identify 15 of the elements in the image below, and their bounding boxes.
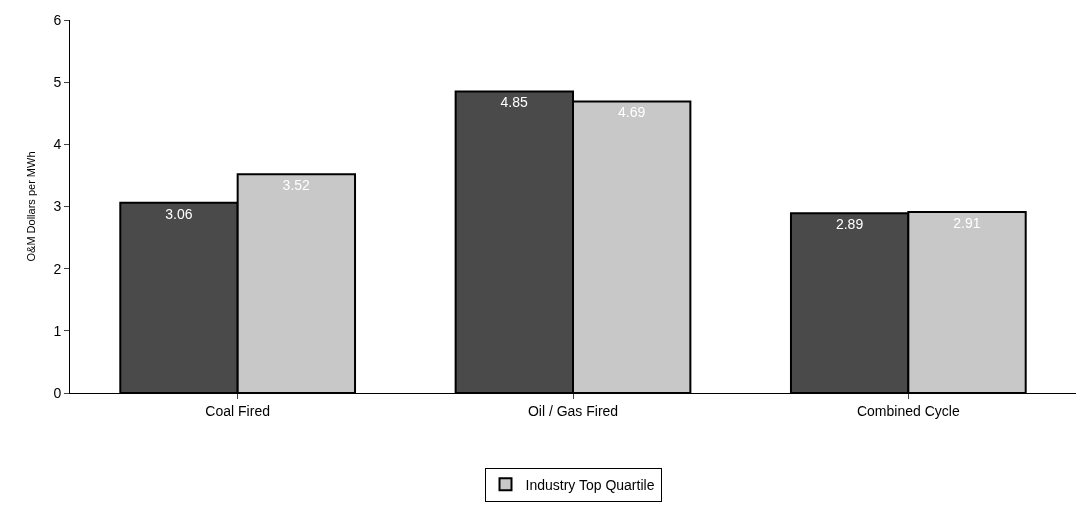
y-axis-title: O&M Dollars per MWh — [25, 151, 38, 262]
y-tick-label: 1 — [53, 322, 62, 339]
x-tick-label: Coal Fired — [205, 402, 270, 419]
y-tick-label: 6 — [53, 11, 62, 28]
data-label: 2.89 — [835, 216, 864, 233]
data-label: 4.85 — [500, 94, 529, 111]
y-tick-label: 5 — [53, 74, 62, 91]
legend-label: Industry Top Quartile — [525, 476, 655, 493]
data-label: 3.06 — [165, 205, 193, 222]
y-tick-label: 2 — [53, 260, 62, 277]
x-tick-label: Oil / Gas Fired — [527, 402, 619, 419]
y-tick-label: 0 — [53, 384, 62, 401]
x-tick-label: Combined Cycle — [856, 402, 960, 419]
y-tick-label: 3 — [53, 198, 62, 215]
y-tick-label: 4 — [53, 136, 62, 153]
